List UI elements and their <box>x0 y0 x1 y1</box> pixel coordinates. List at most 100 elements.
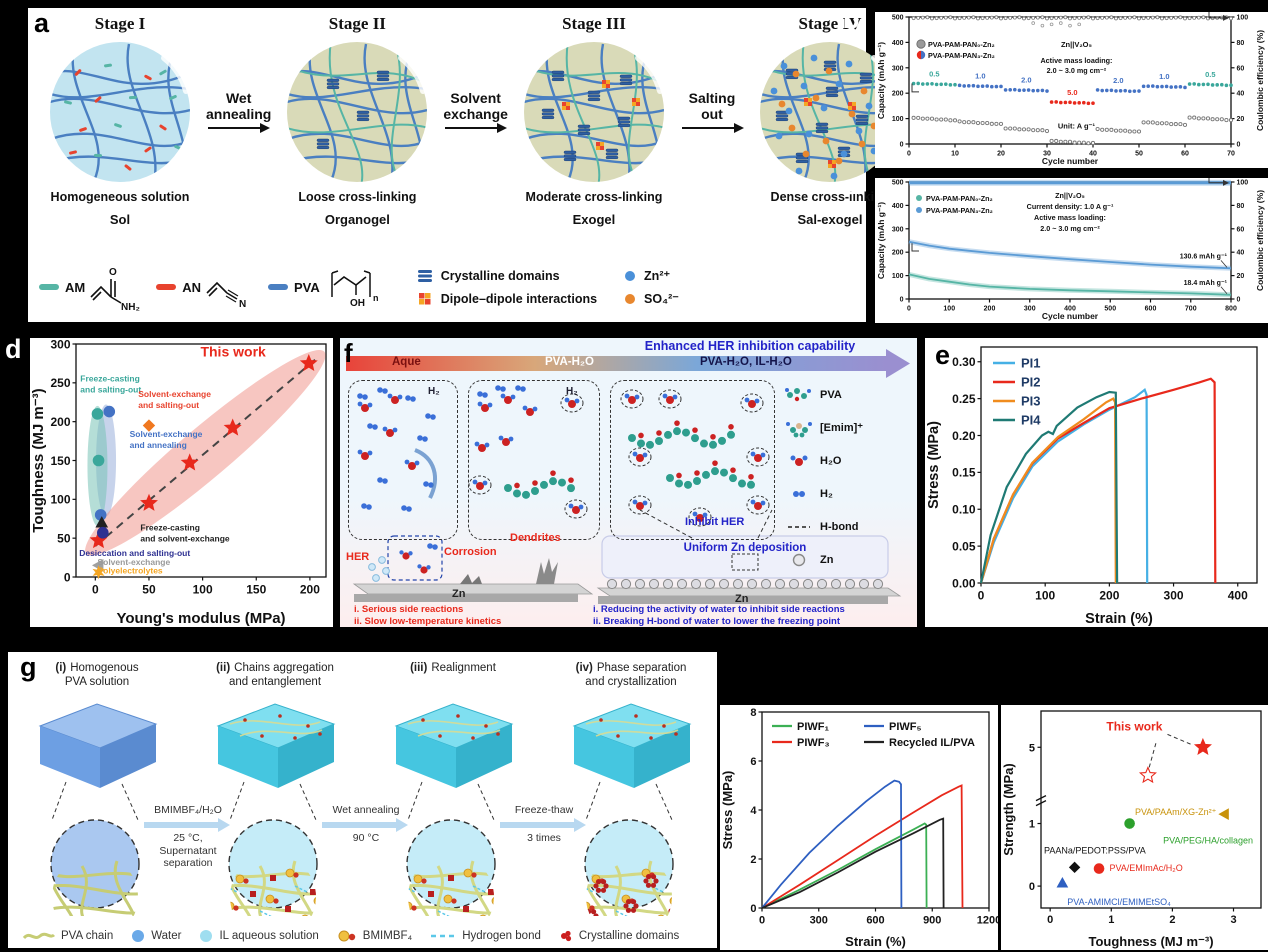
water-o <box>504 396 512 404</box>
capacity-point-pan3 <box>1105 88 1109 93</box>
pva-chain <box>600 43 631 182</box>
ce-point <box>948 15 953 20</box>
capacity-point-pan0 <box>1104 127 1109 132</box>
monomer-dash <box>159 69 167 76</box>
ce-point <box>1026 16 1031 21</box>
capacity-point-pan0 <box>1031 128 1036 133</box>
y-tick-label: 0 <box>64 570 71 584</box>
panel-g-legend: PVA chain Water IL aqueous solution BMIM… <box>22 928 713 944</box>
dipole <box>807 102 812 106</box>
polymer-c <box>673 427 681 436</box>
capacity-point-pan3 <box>1008 87 1012 92</box>
dipole-icon <box>418 292 431 304</box>
y-right-tick-label: 0 <box>1237 142 1241 149</box>
pva-chain <box>614 865 627 916</box>
capacity-point-pan0 <box>943 117 948 122</box>
polymer-o <box>748 473 754 480</box>
ce-point <box>1146 15 1151 20</box>
bmim-cation <box>408 901 413 911</box>
h2-tag-2: H₂ <box>566 386 578 397</box>
ce-point <box>943 15 948 20</box>
water-h <box>482 480 488 486</box>
plot-frame <box>980 346 1258 584</box>
crystalline-domain <box>541 112 555 116</box>
legend-bmimbf4: BMIMBF₄ <box>336 928 412 944</box>
capacity-point-pan0 <box>1118 128 1123 133</box>
zn-ion <box>820 104 828 112</box>
y-axis-label: Strength (MPa) <box>1001 763 1016 855</box>
pva-chain <box>586 867 672 883</box>
an-pill-icon <box>156 284 177 290</box>
bmimbf4-icon <box>338 930 355 942</box>
crystalline-domain <box>577 131 591 136</box>
svg-text:N: N <box>239 299 246 310</box>
bmim-cation <box>669 896 672 906</box>
zn-deposit-ball <box>802 578 814 590</box>
x-axis-label: Strain (%) <box>1085 611 1153 627</box>
water-h <box>672 394 678 400</box>
ce-point <box>1040 15 1045 20</box>
ce-point <box>971 15 976 20</box>
monomer-dash <box>69 150 77 155</box>
her-gradient-arrow <box>346 356 886 371</box>
sulfate-ion <box>792 70 800 78</box>
h2-a <box>357 393 363 399</box>
cube-chain <box>585 720 677 726</box>
capacity-point-pan3 <box>1141 84 1146 89</box>
polymer-c <box>747 480 755 489</box>
capacity-point-pan0 <box>1008 126 1013 131</box>
monomer-dash <box>159 124 167 131</box>
polymer-c <box>567 484 575 493</box>
crystalline-cluster <box>593 913 599 916</box>
h2-a <box>495 385 501 391</box>
y-axis-label: Toughness (MJ m⁻³) <box>30 388 47 532</box>
ce-point <box>994 15 999 20</box>
water-h <box>508 436 514 442</box>
polymer-c <box>709 440 717 449</box>
cube-dot <box>438 734 442 738</box>
capacity-point-pan0 <box>994 121 999 126</box>
crystal-seed <box>270 875 276 881</box>
bmim-cation <box>586 901 591 911</box>
polymer-c <box>702 470 710 479</box>
y-tick-label: 4 <box>750 805 757 817</box>
cube-dot <box>649 736 653 740</box>
crystal-seed <box>250 891 256 897</box>
ce-point <box>1031 21 1036 25</box>
capacity-point-pan0 <box>1187 115 1192 120</box>
g-arrow-3: Freeze-thaw 3 times <box>498 804 590 845</box>
legend-label: PIWF₁ <box>797 721 829 733</box>
ce-point <box>1049 22 1054 27</box>
right-elbow-arrowhead <box>1223 179 1229 186</box>
hydrogen-bond-icon <box>431 934 456 938</box>
y-tick-label: 0 <box>1029 881 1035 893</box>
loading-annotation: Active mass loading: <box>1040 56 1112 65</box>
capacity-point-pan3 <box>962 84 966 88</box>
crystalline-cluster <box>643 878 649 884</box>
cube-front <box>218 726 278 788</box>
stage-4-caption: Dense cross-linking <box>770 190 890 204</box>
panel-c-label: c <box>843 170 859 200</box>
crystalline-cluster <box>603 883 609 889</box>
stage-bg <box>50 42 190 182</box>
y-tick-label: 0.05 <box>952 539 976 553</box>
legend-sphere-half <box>916 50 921 60</box>
water-h <box>532 406 538 412</box>
legend-label: PVA-PAM-PAN₃-Zn₂ <box>928 51 995 60</box>
bf4-anion <box>243 878 249 884</box>
pva-chain <box>52 867 138 883</box>
capacity-point-pan0 <box>1173 122 1178 127</box>
zn-ion-icon <box>625 270 636 281</box>
x-tick-label: 400 <box>1228 589 1248 603</box>
ce-point <box>1192 15 1197 20</box>
ce-point <box>1173 15 1178 20</box>
x-tick-label: 600 <box>1145 305 1157 312</box>
bf4-anion <box>471 872 477 878</box>
water-o <box>696 514 704 522</box>
right-elbow-arrowhead <box>1223 14 1229 21</box>
cube-side <box>100 724 156 788</box>
cube-dot <box>616 734 620 738</box>
x-tick-label: 1 <box>1108 914 1114 926</box>
bmim-cation <box>265 894 275 904</box>
